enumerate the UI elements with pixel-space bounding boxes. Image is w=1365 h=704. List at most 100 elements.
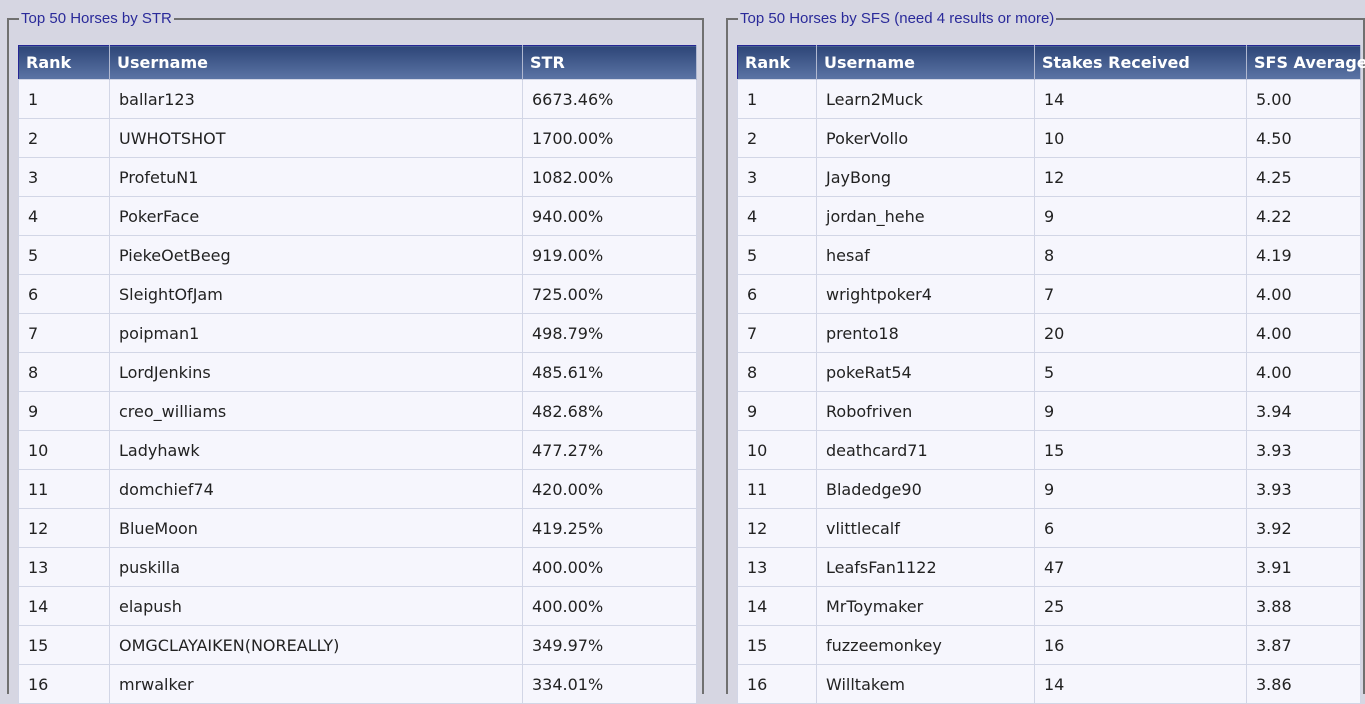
username-cell[interactable]: elapush xyxy=(109,586,523,626)
username-cell[interactable]: PiekeOetBeeg xyxy=(109,235,523,275)
username-cell[interactable]: OMGCLAYAIKEN(NOREALLY) xyxy=(109,625,523,665)
username-cell[interactable]: Bladedge90 xyxy=(816,469,1035,509)
stakes-received-cell: 10 xyxy=(1034,118,1247,158)
table-row: 14 MrToymaker 25 3.88 xyxy=(737,586,1361,626)
username-cell[interactable]: wrightpoker4 xyxy=(816,274,1035,314)
column-header-rank[interactable]: Rank xyxy=(18,45,110,80)
sfs-table: Rank Username Stakes Received SFS Averag… xyxy=(737,45,1365,704)
str-cell: 498.79% xyxy=(522,313,697,353)
sfs-average-cell: 4.25 xyxy=(1246,157,1361,197)
stakes-received-cell: 20 xyxy=(1034,313,1247,353)
rank-cell: 4 xyxy=(737,196,817,236)
username-cell[interactable]: Ladyhawk xyxy=(109,430,523,470)
username-cell[interactable]: vlittlecalf xyxy=(816,508,1035,548)
username-cell[interactable]: UWHOTSHOT xyxy=(109,118,523,158)
column-header-stakes-received[interactable]: Stakes Received xyxy=(1034,45,1247,80)
sfs-average-cell: 4.19 xyxy=(1246,235,1361,275)
table-row: 7 poipman1 498.79% xyxy=(18,313,697,353)
username-cell[interactable]: PokerVollo xyxy=(816,118,1035,158)
column-header-rank[interactable]: Rank xyxy=(737,45,817,80)
rank-cell: 7 xyxy=(737,313,817,353)
stakes-received-cell: 16 xyxy=(1034,625,1247,665)
username-cell[interactable]: mrwalker xyxy=(109,664,523,704)
username-cell[interactable]: BlueMoon xyxy=(109,508,523,548)
table-row: 13 LeafsFan1122 47 3.91 xyxy=(737,547,1361,587)
rank-cell: 14 xyxy=(18,586,110,626)
username-cell[interactable]: fuzzeemonkey xyxy=(816,625,1035,665)
rank-cell: 8 xyxy=(737,352,817,392)
table-row: 11 Bladedge90 9 3.93 xyxy=(737,469,1361,509)
username-cell[interactable]: jordan_hehe xyxy=(816,196,1035,236)
table-row: 12 BlueMoon 419.25% xyxy=(18,508,697,548)
username-cell[interactable]: hesaf xyxy=(816,235,1035,275)
username-cell[interactable]: SleightOfJam xyxy=(109,274,523,314)
rank-cell: 7 xyxy=(18,313,110,353)
table-row: 15 fuzzeemonkey 16 3.87 xyxy=(737,625,1361,665)
username-cell[interactable]: LeafsFan1122 xyxy=(816,547,1035,587)
str-panel: Top 50 Horses by STR Rank Username STR 1… xyxy=(7,10,704,704)
sfs-average-cell: 5.00 xyxy=(1246,79,1361,119)
username-cell[interactable]: pokeRat54 xyxy=(816,352,1035,392)
table-header-row: Rank Username Stakes Received SFS Averag… xyxy=(737,45,1365,80)
table-row: 2 UWHOTSHOT 1700.00% xyxy=(18,118,697,158)
username-cell[interactable]: puskilla xyxy=(109,547,523,587)
rank-cell: 5 xyxy=(737,235,817,275)
stakes-received-cell: 25 xyxy=(1034,586,1247,626)
table-row: 4 jordan_hehe 9 4.22 xyxy=(737,196,1361,236)
str-cell: 349.97% xyxy=(522,625,697,665)
column-header-str[interactable]: STR xyxy=(522,45,697,80)
sfs-average-cell: 3.87 xyxy=(1246,625,1361,665)
rank-cell: 16 xyxy=(18,664,110,704)
username-cell[interactable]: prento18 xyxy=(816,313,1035,353)
username-cell[interactable]: poipman1 xyxy=(109,313,523,353)
username-cell[interactable]: Willtakem xyxy=(816,664,1035,704)
str-cell: 1082.00% xyxy=(522,157,697,197)
str-cell: 919.00% xyxy=(522,235,697,275)
str-cell: 1700.00% xyxy=(522,118,697,158)
table-row: 2 PokerVollo 10 4.50 xyxy=(737,118,1361,158)
column-header-sfs-average[interactable]: SFS Average xyxy=(1246,45,1365,80)
table-row: 11 domchief74 420.00% xyxy=(18,469,697,509)
str-cell: 400.00% xyxy=(522,586,697,626)
column-header-username[interactable]: Username xyxy=(109,45,523,80)
str-cell: 940.00% xyxy=(522,196,697,236)
username-cell[interactable]: MrToymaker xyxy=(816,586,1035,626)
sfs-average-cell: 4.00 xyxy=(1246,313,1361,353)
username-cell[interactable]: deathcard71 xyxy=(816,430,1035,470)
rank-cell: 3 xyxy=(18,157,110,197)
table-row: 8 LordJenkins 485.61% xyxy=(18,352,697,392)
table-row: 6 SleightOfJam 725.00% xyxy=(18,274,697,314)
table-row: 5 PiekeOetBeeg 919.00% xyxy=(18,235,697,275)
rank-cell: 8 xyxy=(18,352,110,392)
rank-cell: 14 xyxy=(737,586,817,626)
str-cell: 419.25% xyxy=(522,508,697,548)
username-cell[interactable]: JayBong xyxy=(816,157,1035,197)
str-panel-title: Top 50 Horses by STR xyxy=(21,10,172,27)
str-cell: 420.00% xyxy=(522,469,697,509)
table-row: 1 ballar123 6673.46% xyxy=(18,79,697,119)
rank-cell: 12 xyxy=(737,508,817,548)
table-row: 10 deathcard71 15 3.93 xyxy=(737,430,1361,470)
rank-cell: 11 xyxy=(18,469,110,509)
username-cell[interactable]: ProfetuN1 xyxy=(109,157,523,197)
username-cell[interactable]: domchief74 xyxy=(109,469,523,509)
username-cell[interactable]: PokerFace xyxy=(109,196,523,236)
sfs-average-cell: 3.93 xyxy=(1246,469,1361,509)
rank-cell: 10 xyxy=(18,430,110,470)
column-header-username[interactable]: Username xyxy=(816,45,1035,80)
username-cell[interactable]: ballar123 xyxy=(109,79,523,119)
username-cell[interactable]: Learn2Muck xyxy=(816,79,1035,119)
table-row: 10 Ladyhawk 477.27% xyxy=(18,430,697,470)
table-row: 5 hesaf 8 4.19 xyxy=(737,235,1361,275)
str-cell: 400.00% xyxy=(522,547,697,587)
sfs-panel-title: Top 50 Horses by SFS (need 4 results or … xyxy=(740,10,1055,27)
str-cell: 482.68% xyxy=(522,391,697,431)
stakes-received-cell: 14 xyxy=(1034,79,1247,119)
sfs-average-cell: 4.00 xyxy=(1246,352,1361,392)
username-cell[interactable]: LordJenkins xyxy=(109,352,523,392)
table-row: 8 pokeRat54 5 4.00 xyxy=(737,352,1361,392)
username-cell[interactable]: creo_williams xyxy=(109,391,523,431)
str-cell: 334.01% xyxy=(522,664,697,704)
rank-cell: 6 xyxy=(737,274,817,314)
username-cell[interactable]: Robofriven xyxy=(816,391,1035,431)
